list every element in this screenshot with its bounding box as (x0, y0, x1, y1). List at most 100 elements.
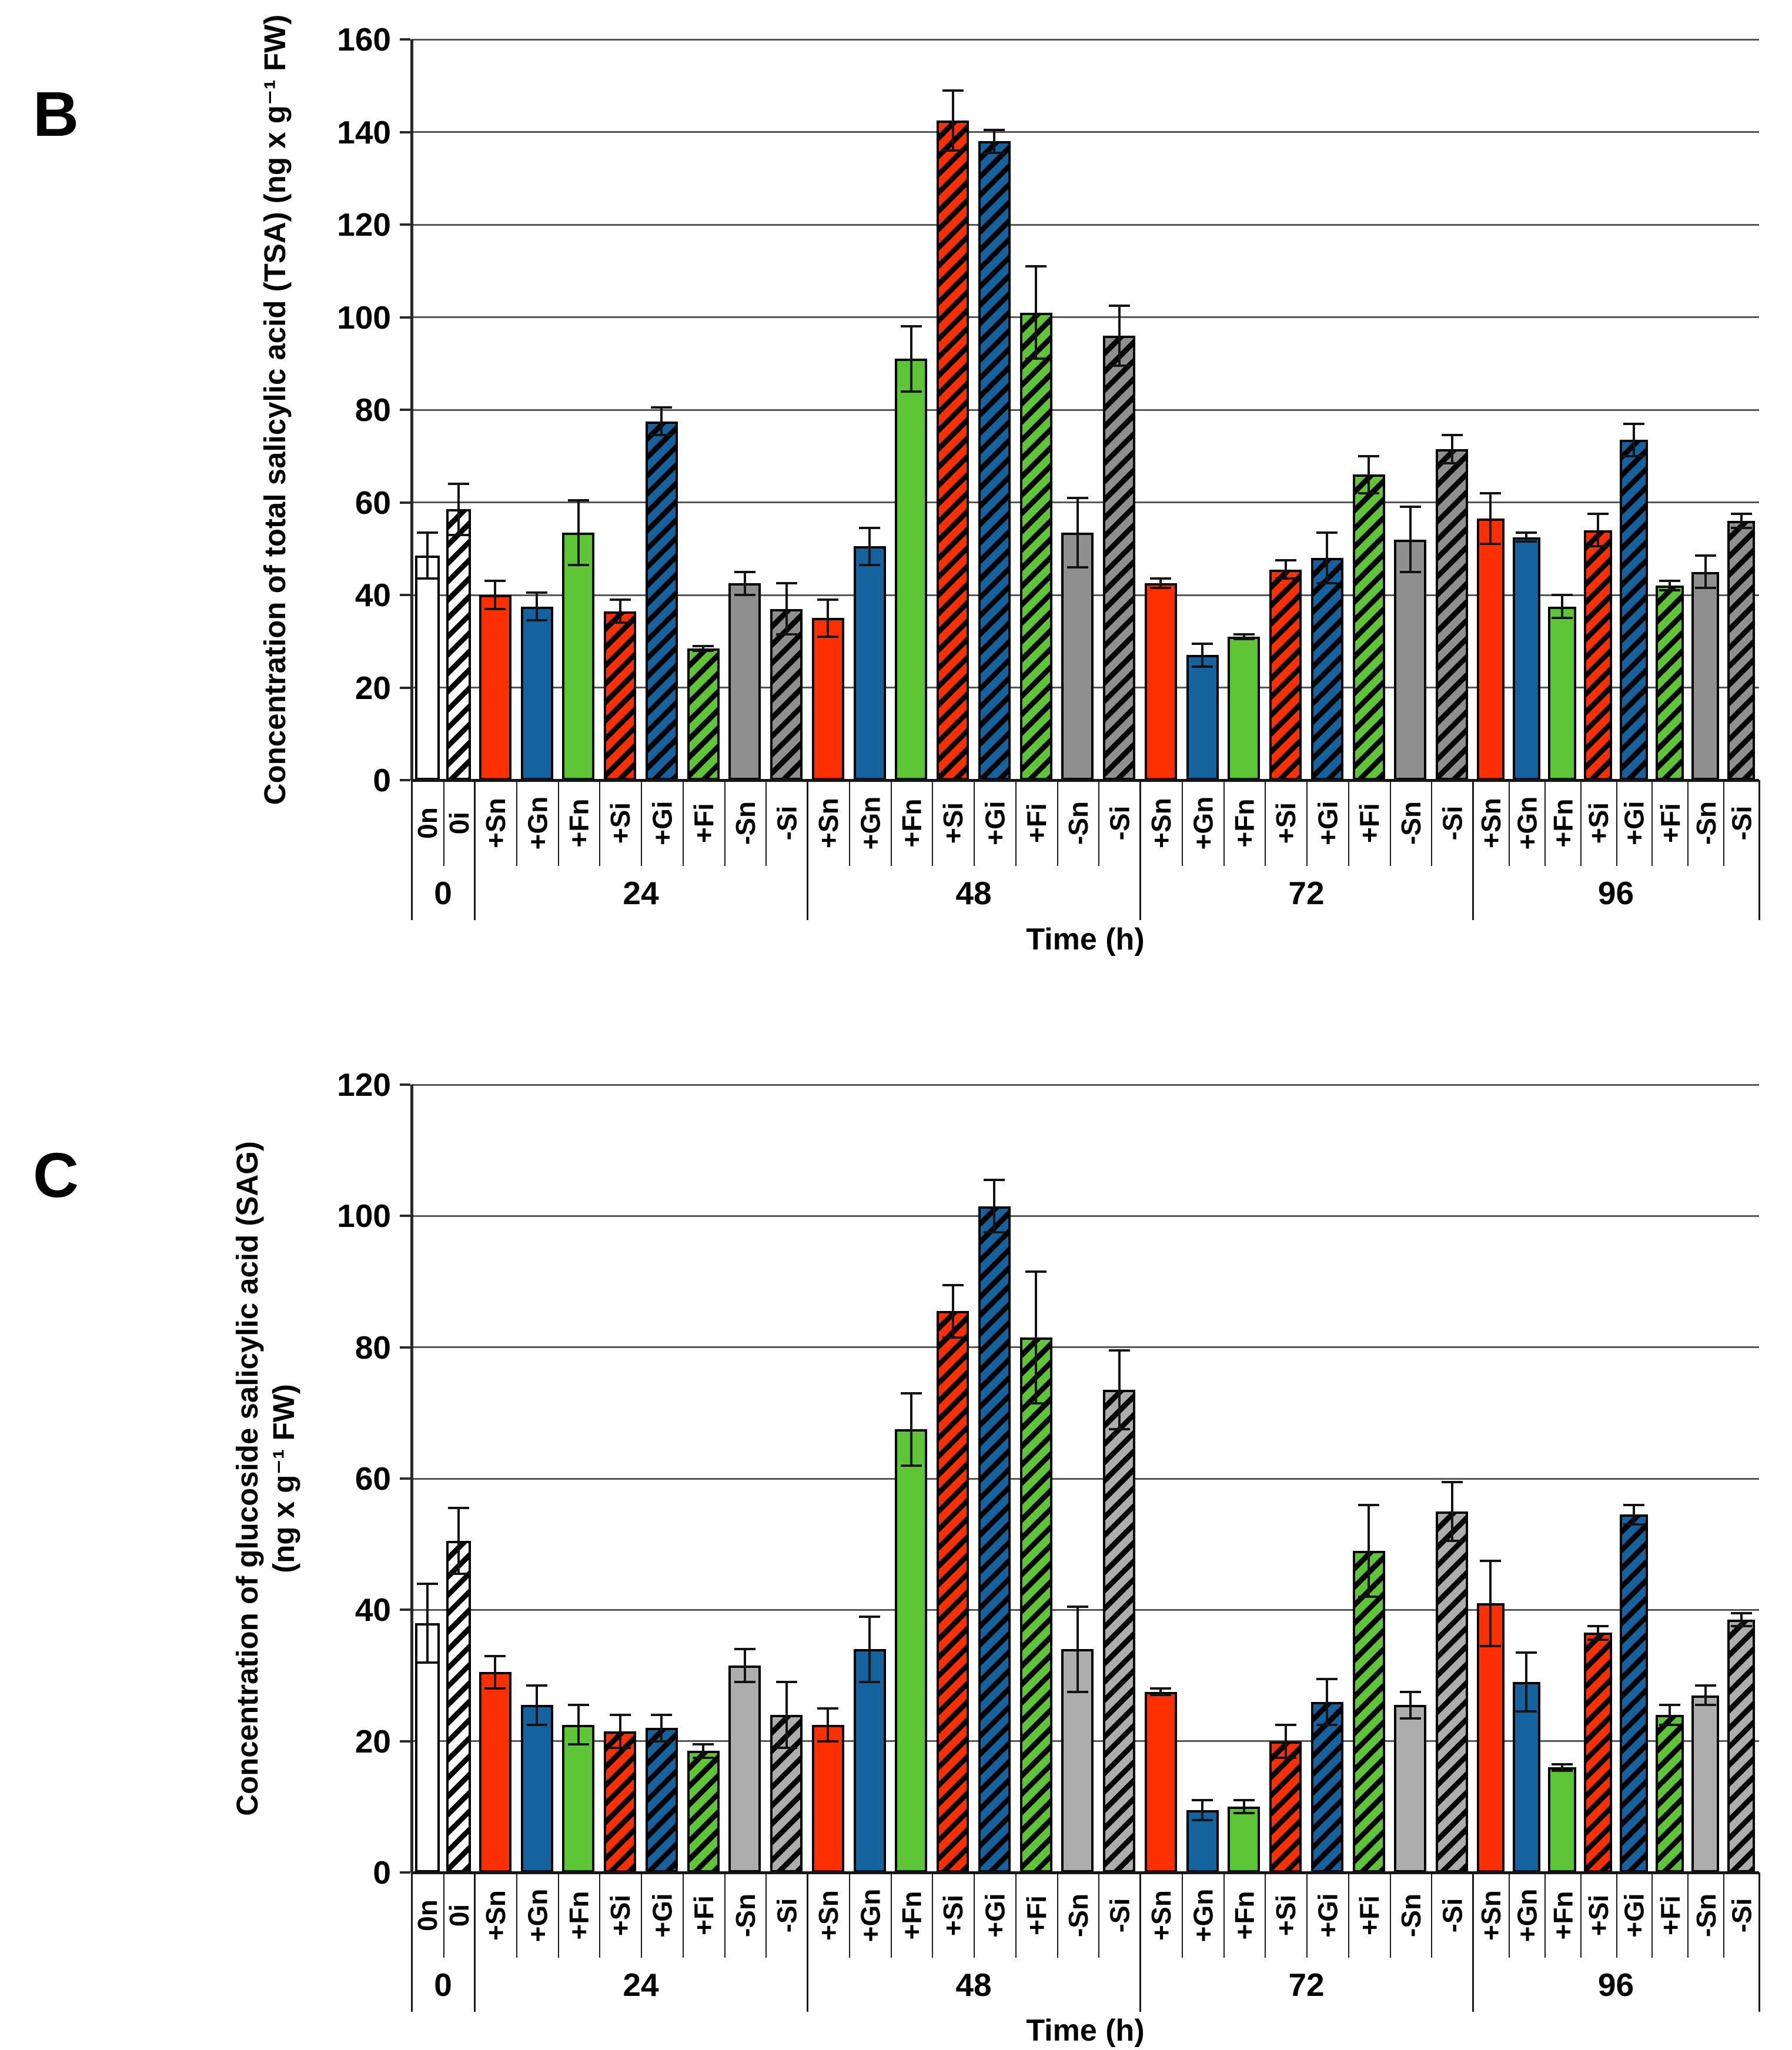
bar-B-48-+Sn (811, 618, 844, 780)
ytick-mark-C-20 (400, 1740, 410, 1743)
bar-C-96-+Gi (1620, 1514, 1648, 1872)
bar-C-72-+Gi (1310, 1701, 1343, 1872)
group-separator-C-5 (1758, 1872, 1760, 2012)
errorbar-C-24-+Sn (484, 1654, 506, 1690)
ytick-mark-C-40 (400, 1608, 410, 1611)
y-axis-title-c-line1: Concentration of glucoside salicylic aci… (230, 1141, 264, 1816)
group-separator-B-4 (1472, 780, 1474, 920)
errorbar-line (910, 1392, 912, 1467)
bar-label-cell-C-72-+Gn: +Gn (1181, 1872, 1223, 1958)
bar-label-C-48-+Gi: +Gi (979, 1892, 1011, 1938)
ytick-mark-B-40 (400, 594, 410, 596)
errorbar-C-96-+Sn (1480, 1559, 1502, 1647)
errorbar-cap-top (1358, 454, 1380, 457)
bar-label-cell-B-24--Si: -Si (765, 780, 807, 866)
errorbar-cap-top (1587, 513, 1609, 516)
errorbar-line (660, 1714, 663, 1743)
group-label-C-96: 96 (1597, 1967, 1634, 2003)
errorbar-line (910, 325, 912, 393)
bar-label-B-96-+Si: +Si (1583, 802, 1614, 844)
errorbar-line (1368, 454, 1370, 494)
bar-label-cell-C-72-+Fn: +Fn (1223, 1872, 1265, 1958)
errorbar-line (1704, 554, 1707, 590)
errorbar-cap-bottom (1192, 1818, 1213, 1821)
errorbar-C-0-0i (448, 1507, 470, 1575)
gridline-C-60 (412, 1477, 1759, 1480)
ytick-mark-B-20 (400, 686, 410, 689)
group-label-C-24: 24 (623, 1967, 659, 2003)
errorbar-cap-top (1066, 1605, 1088, 1608)
errorbar-B-48--Si (1108, 304, 1130, 367)
errorbar-cap-top (1066, 496, 1088, 499)
bar-label-cell-B-24-+Gi: +Gi (641, 780, 683, 866)
errorbar-cap-top (1587, 1625, 1609, 1628)
errorbar-cap-top (734, 570, 755, 573)
errorbar-line (1159, 577, 1162, 590)
errorbar-B-24-+Gi (651, 406, 673, 437)
errorbar-B-96--Si (1730, 513, 1752, 529)
errorbar-cap-bottom (1025, 357, 1047, 360)
errorbar-cap-top (484, 580, 506, 583)
chart-b-plot-area: 0 20 40 60 80 100 120 140 160 0n 0i 0 +Sn +Gn +Fn +Si +G… (337, 22, 1760, 920)
errorbar-cap-top (1623, 422, 1644, 425)
bar-label-cell-B-96--Si: -Si (1723, 780, 1759, 866)
errorbar-cap-top (1441, 434, 1463, 437)
errorbar-cap-bottom (1587, 545, 1609, 548)
bar-label-B-48-+Sn: +Sn (813, 798, 844, 848)
errorbar-cap-bottom (1150, 1694, 1172, 1697)
errorbar-cap-bottom (1516, 1710, 1537, 1713)
errorbar-cap-top (1480, 1559, 1502, 1562)
errorbar-C-96-+Gi (1623, 1503, 1644, 1526)
bar-label-B-48-+Gn: +Gn (855, 796, 886, 850)
gridline-B-0 (412, 779, 1759, 782)
ytick-mark-C-120 (400, 1083, 410, 1086)
bar-C-72--Sn (1394, 1705, 1427, 1872)
bar-B-72--Sn (1394, 539, 1427, 780)
errorbar-line (1704, 1684, 1707, 1707)
bar-label-B-24--Si: -Si (771, 805, 803, 841)
bar-label-B-96-+Gi: +Gi (1619, 801, 1650, 845)
errorbar-cap-bottom (1694, 587, 1716, 590)
errorbar-line (1525, 1651, 1528, 1713)
errorbar-cap-top (1233, 1799, 1255, 1802)
errorbar-line (1740, 1611, 1743, 1628)
bar-B-24-+Fn (562, 532, 595, 780)
bar-label-C-24-+Fn: +Fn (563, 1890, 594, 1940)
errorbar-line (1450, 1480, 1453, 1543)
bar-label-C-72-+Gn: +Gn (1188, 1888, 1219, 1942)
errorbar-line (1076, 1605, 1079, 1693)
ytick-mark-B-140 (400, 131, 410, 133)
bar-C-72-+Fn (1228, 1807, 1261, 1872)
errorbar-B-48-+Fi (1025, 265, 1047, 360)
errorbar-C-96-+Fn (1552, 1763, 1573, 1772)
ytick-mark-B-80 (400, 409, 410, 411)
bar-B-72-+Gn (1186, 655, 1219, 780)
bar-label-C-24-+Gn: +Gn (522, 1888, 553, 1942)
errorbar-line (457, 1507, 460, 1575)
errorbar-line (827, 1707, 830, 1743)
errorbar-cap-top (1275, 559, 1296, 561)
group-separator-B-3 (1139, 780, 1141, 920)
bar-label-cell-B-48-+Si: +Si (932, 780, 974, 866)
ytick-label-B-120: 120 (337, 206, 391, 243)
errorbar-cap-bottom (817, 635, 839, 638)
panel-letter-b: B (33, 78, 79, 149)
errorbar-line (1597, 1625, 1600, 1641)
bar-label-cell-B-48--Sn: -Sn (1057, 780, 1099, 866)
bar-C-0-0i (446, 1541, 472, 1872)
errorbar-line (1489, 491, 1492, 546)
errorbar-B-24-+Fn (567, 499, 589, 566)
errorbar-line (660, 406, 663, 437)
errorbar-line (1409, 1690, 1412, 1720)
bar-B-96-+Fn (1548, 606, 1576, 780)
errorbar-cap-top (859, 1615, 881, 1618)
errorbar-cap-bottom (484, 607, 506, 610)
bar-label-C-72--Sn: -Sn (1395, 1893, 1426, 1937)
chart-c-plot-area: 0 20 40 60 80 100 120 0n 0i 0 +Sn +Gn +Fn +Si +Gi +Fi -S… (337, 1067, 1760, 2012)
errorbar-cap-bottom (1108, 364, 1130, 367)
errorbar-cap-bottom (775, 1746, 797, 1749)
errorbar-B-96-+Fi (1659, 580, 1680, 592)
group-label-B-0: 0 (434, 875, 452, 911)
y-axis-spine-B (410, 39, 413, 780)
bar-B-24--Sn (728, 583, 761, 780)
